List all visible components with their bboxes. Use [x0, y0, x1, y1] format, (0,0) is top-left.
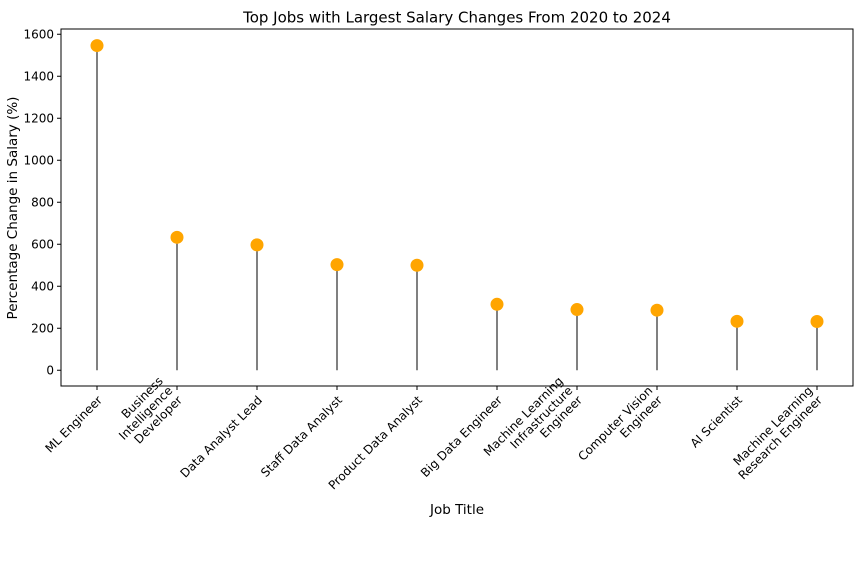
x-tick-label: ML Engineer [43, 393, 105, 455]
axes-frame [60, 28, 854, 387]
x-tick-label: Staff Data Analyst [258, 393, 345, 480]
x-tick-label-line: Machine Learning [730, 384, 815, 469]
y-tick-label: 1400 [23, 70, 54, 84]
y-tick-label: 1200 [23, 112, 54, 126]
y-tick-label: 800 [31, 196, 54, 210]
marker-9 [810, 315, 824, 329]
marker-7 [650, 303, 664, 317]
marker-0 [90, 39, 104, 53]
marker-2 [250, 238, 264, 252]
x-tick-label: Product Data Analyst [326, 393, 425, 492]
x-tick-label: Big Data Engineer [418, 393, 505, 480]
x-tick-label: Data Analyst Lead [178, 393, 265, 480]
marker-6 [570, 303, 584, 317]
x-axis-label: Job Title [429, 502, 484, 518]
marker-5 [490, 297, 504, 311]
plot-layer: 0 200 400 600 800 1000 1200 1400 1600 ML Engineer… [23, 28, 854, 492]
x-tick-label-line: Staff Data Analyst [258, 393, 345, 480]
chart-title: Top Jobs with Largest Salary Changes Fro… [242, 9, 671, 27]
y-tick-label: 1000 [23, 154, 54, 168]
y-tick-label: 0 [46, 364, 54, 378]
x-tick-label-line: Research Engineer [736, 393, 825, 482]
x-tick-label: AI Scientist [688, 393, 746, 451]
x-tick-label-line: Big Data Engineer [418, 393, 505, 480]
x-tick-label-line: AI Scientist [688, 393, 746, 451]
marker-8 [730, 314, 744, 328]
marker-4 [410, 258, 424, 272]
x-tick-label-line: Data Analyst Lead [178, 393, 265, 480]
x-tick-label-line: Product Data Analyst [326, 393, 425, 492]
marker-1 [170, 230, 184, 244]
y-tick-label: 400 [31, 280, 54, 294]
y-tick-label: 600 [31, 238, 54, 252]
marker-3 [330, 258, 344, 272]
y-axis-label: Percentage Change in Salary (%) [5, 97, 21, 320]
x-tick-label-line: ML Engineer [43, 393, 105, 455]
y-tick-label: 1600 [23, 28, 54, 42]
y-tick-label: 200 [31, 322, 54, 336]
